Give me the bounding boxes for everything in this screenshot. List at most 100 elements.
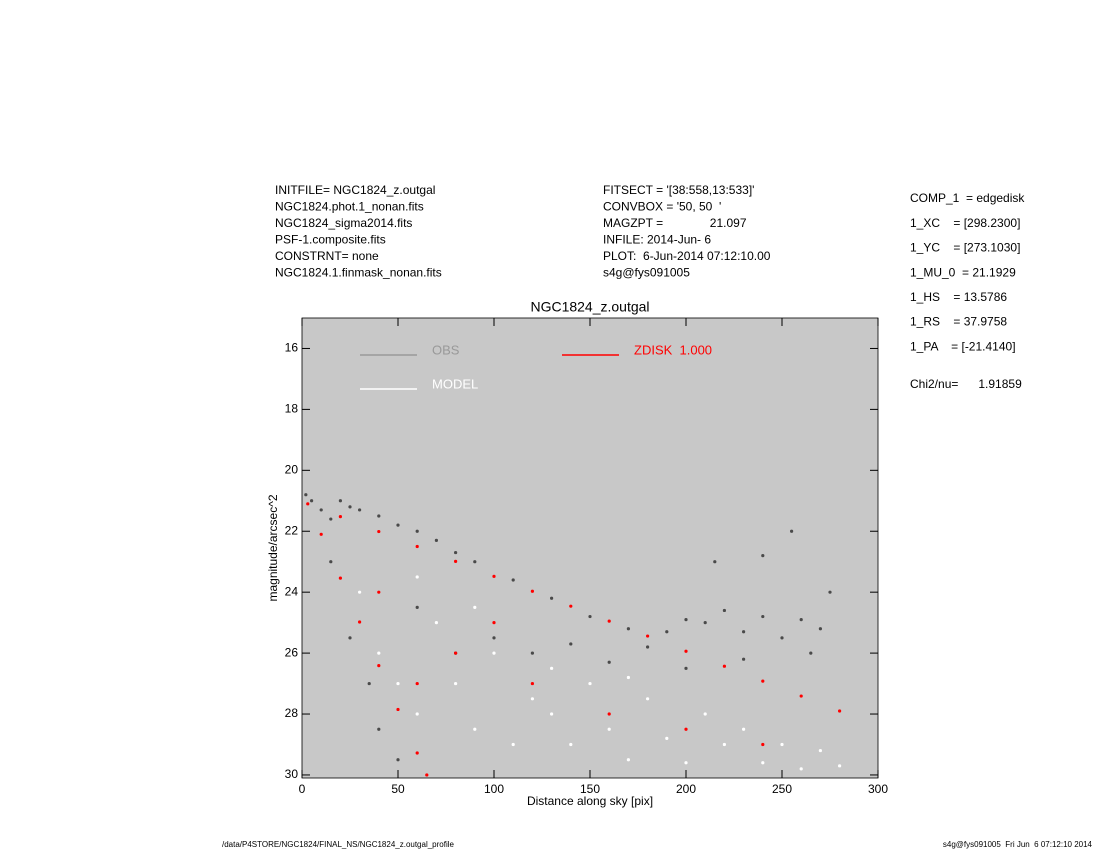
point bbox=[684, 617, 688, 622]
point bbox=[665, 630, 669, 634]
point bbox=[396, 681, 400, 686]
point bbox=[530, 697, 535, 701]
point bbox=[722, 742, 727, 747]
point bbox=[607, 727, 611, 731]
point bbox=[415, 751, 419, 755]
point bbox=[703, 712, 707, 716]
plot-background bbox=[301, 317, 879, 779]
point bbox=[646, 634, 650, 638]
point bbox=[761, 614, 765, 619]
point bbox=[377, 727, 381, 731]
header-right-line: 1_MU_0 = 21.1929 bbox=[910, 265, 1016, 279]
point bbox=[377, 529, 381, 534]
point bbox=[358, 508, 362, 512]
x-tick-label: 300 bbox=[868, 782, 888, 796]
point bbox=[626, 675, 631, 680]
x-tick-label: 100 bbox=[484, 782, 504, 796]
point bbox=[607, 619, 611, 623]
point bbox=[530, 651, 535, 655]
y-tick-label: 16 bbox=[285, 341, 299, 355]
legend-label: OBS bbox=[432, 342, 460, 357]
chi2: Chi2/nu= 1.91859 bbox=[910, 377, 1022, 391]
point bbox=[607, 712, 611, 716]
point bbox=[434, 538, 438, 542]
point bbox=[454, 559, 458, 564]
x-tick-label: 200 bbox=[676, 782, 696, 796]
header-left-line: CONSTRNT= none bbox=[275, 249, 379, 263]
point bbox=[306, 502, 310, 506]
point bbox=[415, 529, 419, 533]
point bbox=[722, 664, 727, 668]
header-right-line: 1_HS = 13.5786 bbox=[910, 290, 1007, 304]
header-middle-line: CONVBOX = '50, 50 ' bbox=[603, 200, 721, 214]
point bbox=[799, 694, 803, 698]
point bbox=[818, 627, 823, 631]
point bbox=[338, 499, 342, 503]
point bbox=[319, 508, 323, 512]
header-right-line: 1_XC = [298.2300] bbox=[910, 216, 1020, 230]
point bbox=[742, 630, 746, 634]
point bbox=[780, 636, 784, 640]
header-middle-line: INFILE: 2014-Jun- 6 bbox=[603, 233, 711, 247]
header-middle-line: MAGZPT = 21.097 bbox=[603, 216, 747, 230]
point bbox=[304, 493, 308, 497]
point bbox=[454, 681, 458, 686]
y-tick-label: 30 bbox=[285, 767, 299, 781]
point bbox=[377, 663, 381, 668]
point bbox=[838, 709, 842, 713]
point bbox=[569, 604, 573, 608]
point bbox=[454, 550, 458, 555]
x-tick-label: 250 bbox=[772, 782, 792, 796]
point bbox=[684, 727, 688, 731]
point bbox=[377, 514, 381, 518]
point bbox=[761, 742, 765, 747]
point bbox=[742, 657, 746, 661]
point bbox=[742, 727, 746, 731]
header-right-line: 1_PA = [-21.4140] bbox=[910, 339, 1016, 353]
point bbox=[473, 727, 477, 731]
point bbox=[626, 627, 631, 631]
point bbox=[530, 589, 535, 593]
point bbox=[348, 636, 352, 640]
point bbox=[473, 560, 477, 564]
series-points bbox=[304, 493, 832, 762]
point bbox=[761, 761, 765, 765]
point bbox=[530, 681, 535, 686]
point bbox=[703, 621, 707, 625]
y-tick-label: 26 bbox=[285, 645, 299, 659]
point bbox=[492, 636, 496, 640]
header-left-line: NGC1824.phot.1_nonan.fits bbox=[275, 200, 424, 214]
x-tick-label: 150 bbox=[580, 782, 600, 796]
point bbox=[492, 574, 496, 578]
point bbox=[415, 575, 419, 579]
point bbox=[722, 608, 727, 613]
point bbox=[550, 712, 554, 716]
point bbox=[799, 617, 803, 622]
point bbox=[511, 742, 515, 747]
header-left-line: NGC1824_sigma2014.fits bbox=[275, 216, 412, 230]
y-tick-label: 22 bbox=[285, 523, 299, 537]
point bbox=[492, 651, 496, 655]
point bbox=[665, 736, 669, 740]
point bbox=[415, 605, 419, 610]
series-points bbox=[358, 575, 842, 771]
point bbox=[367, 681, 371, 686]
point bbox=[310, 499, 314, 503]
chart-title: NGC1824_z.outgal bbox=[530, 299, 649, 315]
point bbox=[828, 590, 832, 594]
header-right-line: 1_YC = [273.1030] bbox=[910, 241, 1020, 255]
footer-left: /data/P4STORE/NGC1824/FINAL_NS/NGC1824_z… bbox=[222, 840, 455, 849]
x-axis-label: Distance along sky [pix] bbox=[527, 794, 653, 808]
x-tick-label: 50 bbox=[391, 782, 405, 796]
header-right-line: COMP_1 = edgedisk bbox=[910, 191, 1025, 205]
point bbox=[569, 642, 573, 646]
point bbox=[319, 532, 323, 536]
legend-label: MODEL bbox=[432, 376, 478, 391]
point bbox=[761, 679, 765, 683]
point bbox=[473, 605, 477, 610]
point bbox=[454, 651, 458, 655]
point bbox=[684, 761, 688, 765]
point bbox=[415, 712, 419, 716]
point bbox=[425, 773, 429, 777]
